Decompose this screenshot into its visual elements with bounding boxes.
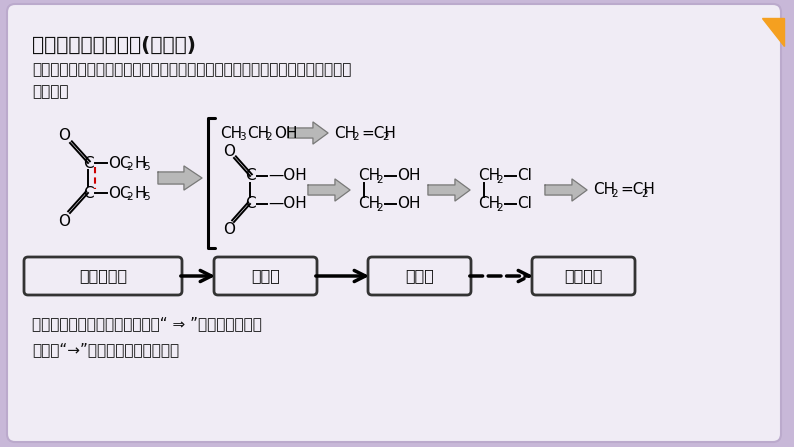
Text: 逆合成步骤的表示：可以用符号“ ⇒ ”表示逆推过程，: 逆合成步骤的表示：可以用符号“ ⇒ ”表示逆推过程， <box>32 316 262 331</box>
Text: 2: 2 <box>611 189 619 199</box>
Text: CH: CH <box>593 182 615 198</box>
Text: =CH: =CH <box>620 182 655 198</box>
Text: OH: OH <box>397 169 421 184</box>
Text: O: O <box>58 127 70 143</box>
Polygon shape <box>288 122 328 144</box>
Text: C: C <box>83 156 94 170</box>
Text: 2: 2 <box>376 175 384 185</box>
FancyBboxPatch shape <box>368 257 471 295</box>
Text: O: O <box>223 222 235 236</box>
Text: O: O <box>223 143 235 159</box>
Text: CH: CH <box>220 126 242 140</box>
Polygon shape <box>158 166 202 190</box>
Text: =CH: =CH <box>361 126 396 140</box>
Text: CH: CH <box>358 197 380 211</box>
Text: 2: 2 <box>127 192 133 202</box>
Text: 三．逆向合成分析法(逆推法): 三．逆向合成分析法(逆推法) <box>32 36 196 55</box>
FancyBboxPatch shape <box>532 257 635 295</box>
Text: CH: CH <box>247 126 269 140</box>
Text: CH: CH <box>358 169 380 184</box>
Text: H: H <box>134 156 145 170</box>
Text: C: C <box>245 197 256 211</box>
Text: 2: 2 <box>376 203 384 213</box>
Text: O: O <box>58 214 70 228</box>
Text: 2: 2 <box>383 132 389 142</box>
Text: 2: 2 <box>497 175 503 185</box>
Text: CH: CH <box>478 197 500 211</box>
Text: 中间体: 中间体 <box>251 269 280 283</box>
Text: —OH: —OH <box>268 169 306 184</box>
Text: 和选择。: 和选择。 <box>32 84 68 99</box>
Text: 用箭头“→”表示每一步转化反应。: 用箭头“→”表示每一步转化反应。 <box>32 342 179 357</box>
Polygon shape <box>762 18 784 46</box>
FancyBboxPatch shape <box>24 257 182 295</box>
Text: 2: 2 <box>642 189 649 199</box>
Text: —OH: —OH <box>268 197 306 211</box>
Text: CH: CH <box>478 169 500 184</box>
Text: H: H <box>134 186 145 201</box>
Text: 目标化合物: 目标化合物 <box>79 269 127 283</box>
Text: 5: 5 <box>143 192 149 202</box>
Text: C: C <box>245 169 256 184</box>
FancyBboxPatch shape <box>214 257 317 295</box>
Polygon shape <box>308 179 350 201</box>
Text: 以乙二酸二乙酯这种医药和染料工业原料的合成为例，说明有机合成路线的设计: 以乙二酸二乙酯这种医药和染料工业原料的合成为例，说明有机合成路线的设计 <box>32 62 352 77</box>
Text: 3: 3 <box>239 132 245 142</box>
Text: 2: 2 <box>497 203 503 213</box>
FancyBboxPatch shape <box>7 4 781 442</box>
Polygon shape <box>428 179 470 201</box>
Text: 2: 2 <box>353 132 360 142</box>
Polygon shape <box>545 179 587 201</box>
Text: Cl: Cl <box>517 169 532 184</box>
Text: 基础原料: 基础原料 <box>565 269 603 283</box>
Text: 中间体: 中间体 <box>405 269 434 283</box>
Text: OH: OH <box>274 126 298 140</box>
Text: OC: OC <box>108 156 131 170</box>
Text: OH: OH <box>397 197 421 211</box>
Text: C: C <box>83 186 94 201</box>
Text: Cl: Cl <box>517 197 532 211</box>
Text: 2: 2 <box>127 162 133 172</box>
Text: 2: 2 <box>266 132 272 142</box>
Text: OC: OC <box>108 186 131 201</box>
Text: 5: 5 <box>143 162 149 172</box>
Text: CH: CH <box>334 126 357 140</box>
